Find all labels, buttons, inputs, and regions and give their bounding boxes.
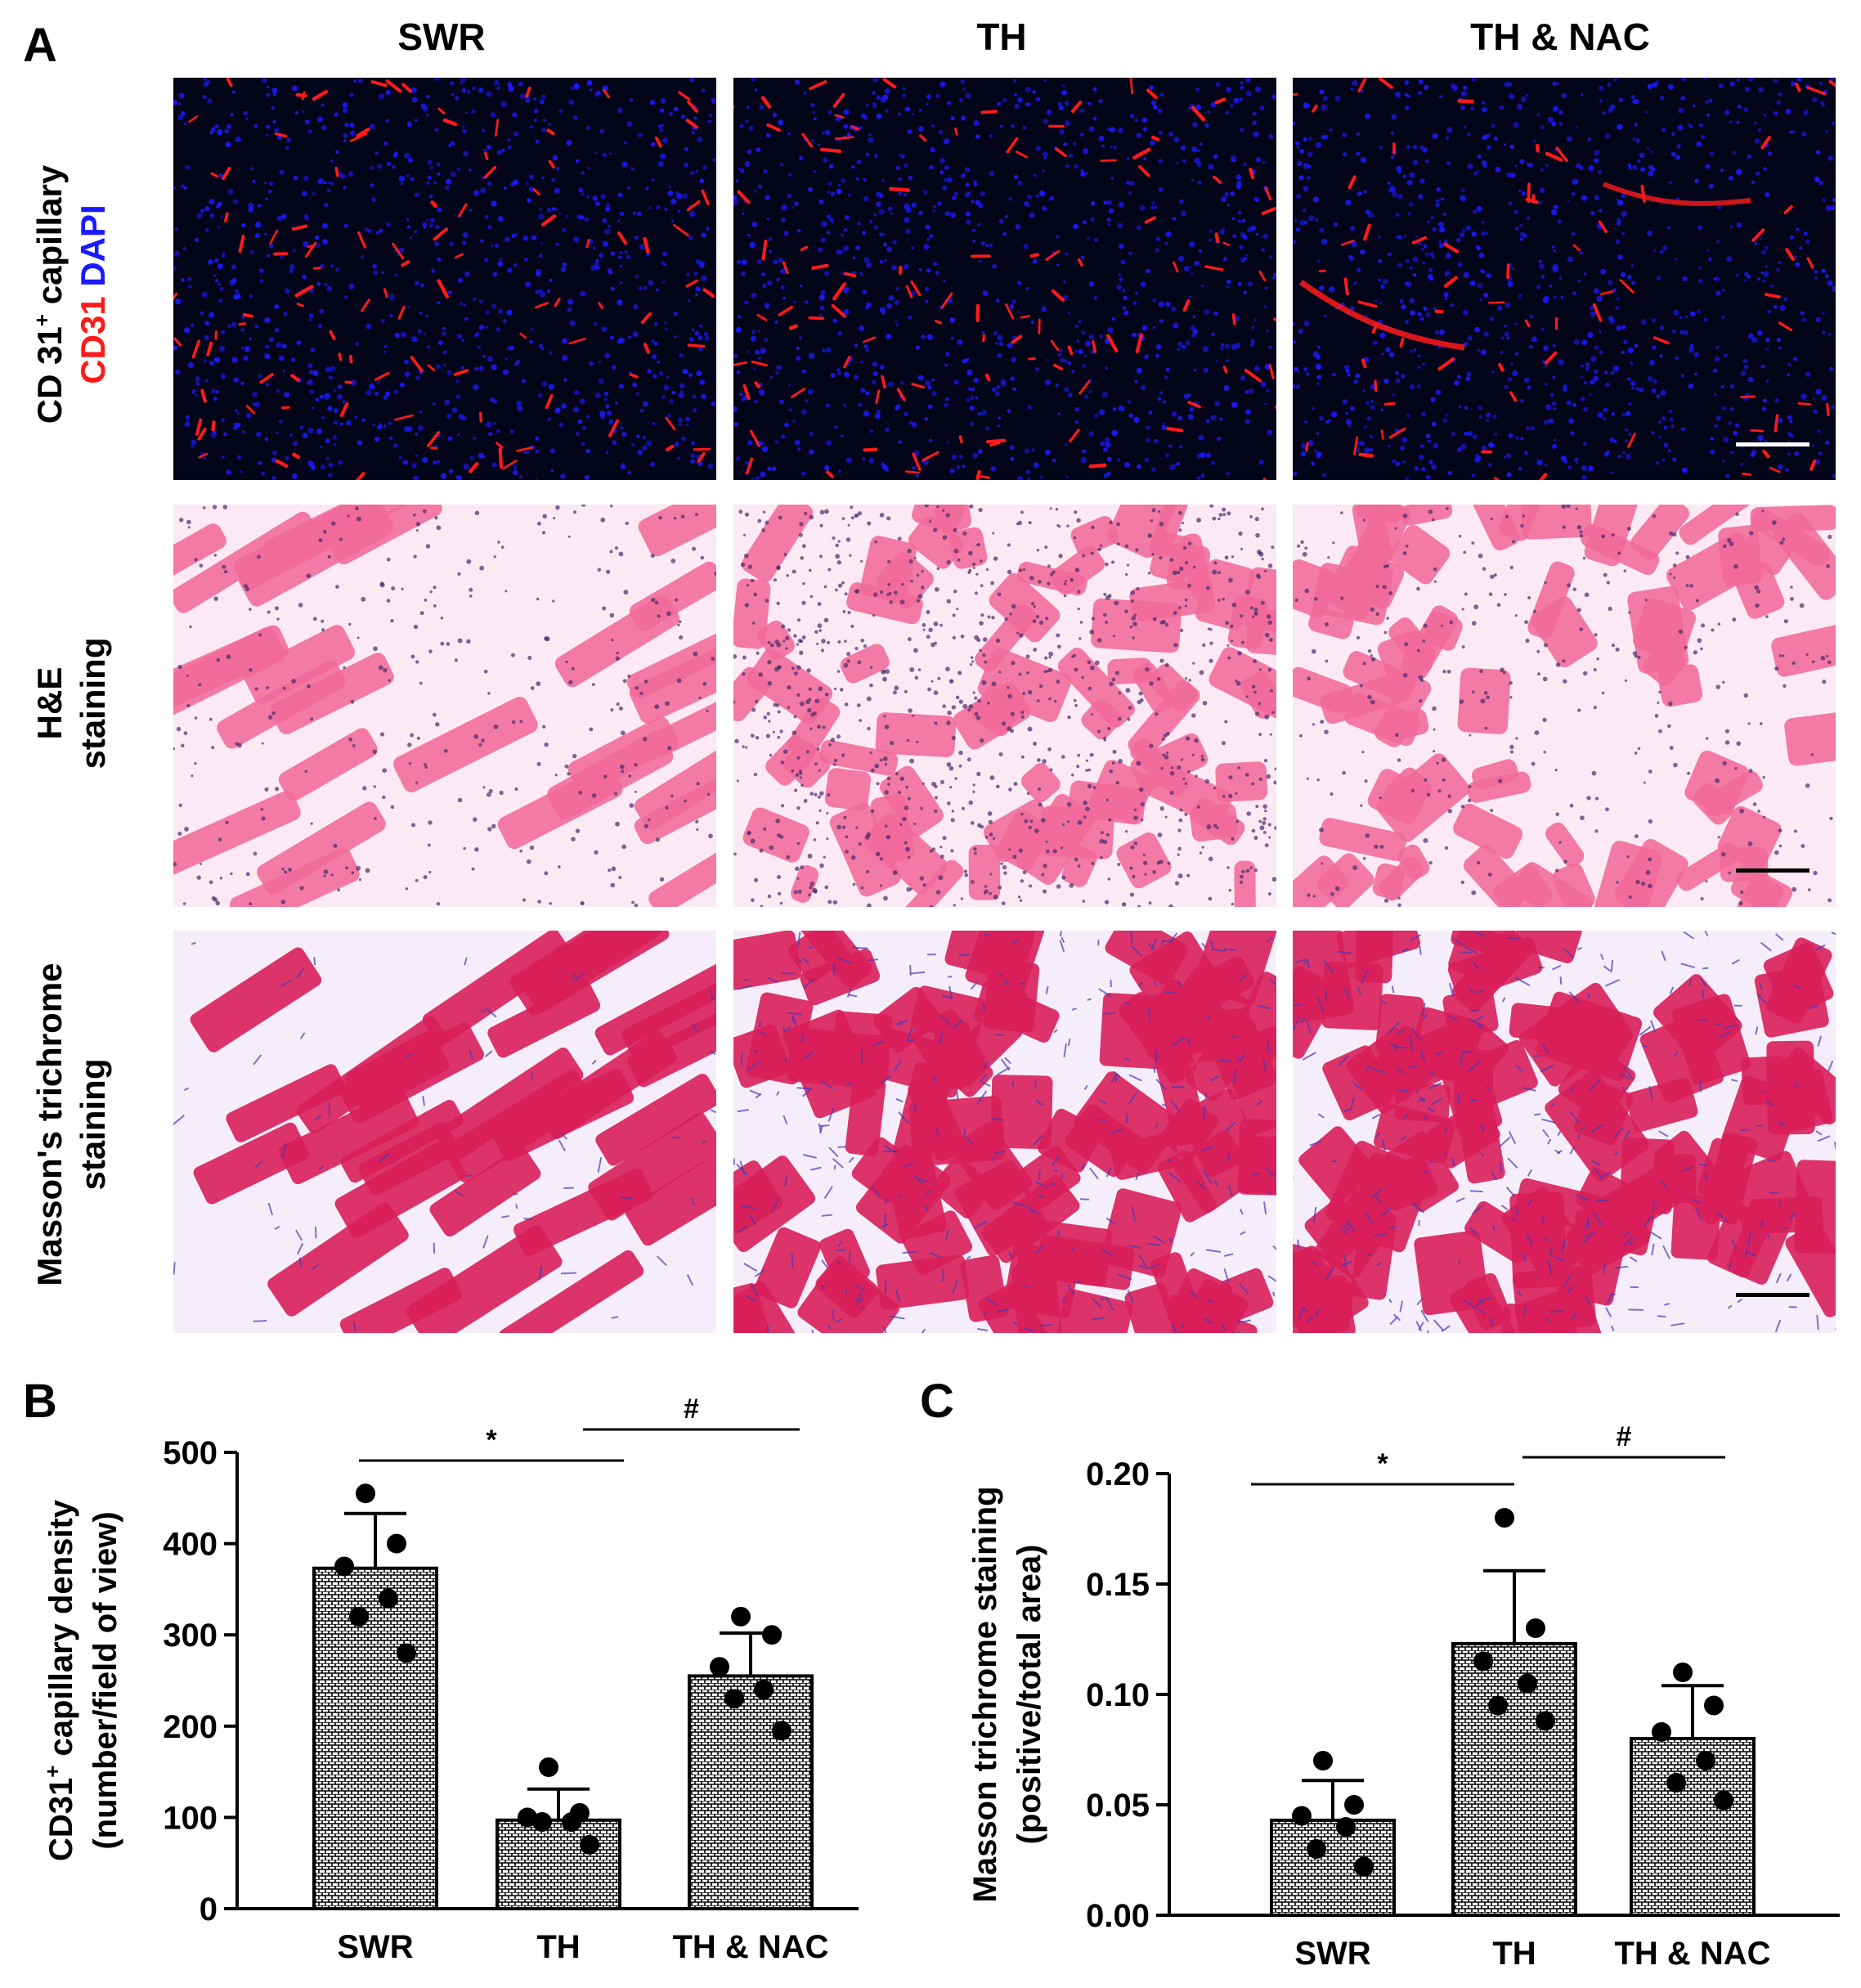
data-point: [1714, 1790, 1733, 1811]
micrograph-he-th-nac: [1293, 505, 1836, 907]
data-point: [1536, 1711, 1555, 1731]
bar: [496, 1818, 621, 1910]
bar: [688, 1674, 814, 1910]
data-point: [1307, 1839, 1326, 1859]
data-point: [724, 1689, 744, 1709]
data-point: [387, 1533, 406, 1554]
row-label-he-line1: H&E: [30, 666, 69, 740]
data-point: [334, 1556, 354, 1577]
micrograph-masson-th-nac: [1293, 931, 1836, 1333]
micrograph-he-th: [733, 505, 1276, 907]
micrograph-masson-th: [733, 931, 1276, 1333]
y-tick-label: 0: [200, 1892, 217, 1927]
row-label-cd31-red: CD31: [73, 296, 112, 384]
micrograph-cd31-th: [733, 78, 1276, 480]
panel-c-label: C: [920, 1375, 954, 1428]
bar: [312, 1566, 438, 1910]
x-tick-label: TH: [536, 1929, 580, 1965]
data-point: [1313, 1751, 1333, 1770]
scale-bar: [1736, 442, 1809, 447]
scale-bar: [1736, 868, 1809, 873]
row-label-cd31-line1: CD 31: [30, 326, 69, 424]
x-tick-label: TH & NAC: [672, 1929, 828, 1965]
data-point: [1704, 1695, 1724, 1716]
row-label-masson: Masson's trichrome staining: [29, 920, 119, 1329]
row-label-masson-line1: Masson's trichrome: [30, 963, 69, 1286]
column-header-th-nac: TH & NAC: [1470, 16, 1650, 58]
data-point: [1673, 1663, 1693, 1682]
y-tick-label: 200: [163, 1709, 217, 1745]
bar: [1630, 1737, 1756, 1917]
data-point: [1344, 1795, 1364, 1815]
data-point: [1666, 1773, 1686, 1793]
micrograph-cd31-swr: [173, 78, 716, 480]
chart-b: CD31+ capillary density (number/field of …: [40, 1393, 859, 1965]
y-tick-label: 500: [163, 1435, 217, 1471]
x-tick-label: TH & NAC: [1614, 1936, 1770, 1972]
scale-bar: [1736, 1293, 1809, 1297]
panel-b-label: B: [23, 1375, 57, 1428]
row-label-masson-line2: staining: [73, 1058, 112, 1191]
data-point: [580, 1834, 599, 1855]
y-tick-label: 0.20: [1086, 1456, 1150, 1492]
data-point: [1488, 1695, 1508, 1716]
data-point: [356, 1483, 375, 1504]
row-label-cd31-sup: +: [29, 313, 54, 327]
y-tick-label: 0.00: [1086, 1898, 1150, 1934]
data-point: [518, 1807, 537, 1828]
significance-label: *: [1377, 1448, 1388, 1479]
chart-c: Masson trichrome staining (positive/total…: [967, 1421, 1840, 1972]
bar: [1451, 1641, 1577, 1917]
data-point: [762, 1625, 782, 1645]
y-tick-label: 300: [163, 1618, 217, 1654]
data-point: [379, 1588, 398, 1609]
column-header-th: TH: [976, 16, 1027, 58]
data-point: [754, 1680, 774, 1700]
data-point: [349, 1606, 369, 1627]
data-point: [562, 1811, 581, 1832]
data-point: [1652, 1721, 1671, 1742]
x-tick-label: SWR: [337, 1929, 413, 1965]
data-point: [1518, 1673, 1537, 1694]
data-point: [731, 1606, 751, 1627]
data-point: [1336, 1817, 1356, 1837]
x-tick-label: SWR: [1294, 1936, 1370, 1972]
micrograph-masson-swr: [173, 931, 716, 1333]
y-tick-label: 0.15: [1086, 1567, 1150, 1603]
y-tick-label: 100: [163, 1800, 217, 1836]
column-header-swr: SWR: [397, 16, 486, 58]
y-axis-label-line2: (positive/total area): [1011, 1545, 1047, 1845]
data-point: [532, 1811, 552, 1832]
y-axis-label: CD31+ capillary density: [40, 1499, 79, 1861]
data-point: [1696, 1751, 1715, 1770]
bar: [1270, 1818, 1396, 1918]
data-point: [1526, 1618, 1545, 1638]
row-label-he: H&E staining: [29, 499, 119, 908]
row-label-dapi-blue: DAPI: [73, 204, 112, 297]
significance-label: *: [486, 1425, 497, 1456]
data-point: [1473, 1651, 1493, 1672]
data-point: [710, 1657, 729, 1677]
y-axis-label-line2: (number/field of view): [87, 1511, 123, 1849]
x-tick-label: TH: [1492, 1936, 1536, 1972]
micrograph-cd31-th-nac: [1293, 78, 1836, 480]
data-point: [1354, 1856, 1374, 1877]
y-tick-label: 0.05: [1086, 1788, 1150, 1824]
y-tick-label: 0.10: [1086, 1677, 1150, 1713]
row-label-he-line2: staining: [73, 637, 112, 770]
panel-a-label: A: [23, 19, 57, 72]
data-point: [539, 1757, 558, 1778]
significance-label: #: [1617, 1421, 1632, 1452]
data-point: [772, 1721, 791, 1741]
data-point: [397, 1643, 416, 1663]
y-axis-label: Masson trichrome staining: [967, 1487, 1003, 1903]
data-point: [1292, 1806, 1312, 1826]
micrograph-he-swr: [173, 505, 716, 907]
row-label-cd31: CD 31+ capillary CD31 DAPI: [29, 90, 119, 499]
significance-label: #: [684, 1393, 699, 1425]
data-point: [1495, 1508, 1514, 1528]
row-label-cd31-rest: capillary: [30, 164, 69, 314]
y-tick-label: 400: [163, 1527, 217, 1563]
